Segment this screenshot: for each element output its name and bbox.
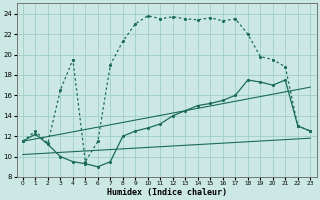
X-axis label: Humidex (Indice chaleur): Humidex (Indice chaleur) — [107, 188, 227, 197]
